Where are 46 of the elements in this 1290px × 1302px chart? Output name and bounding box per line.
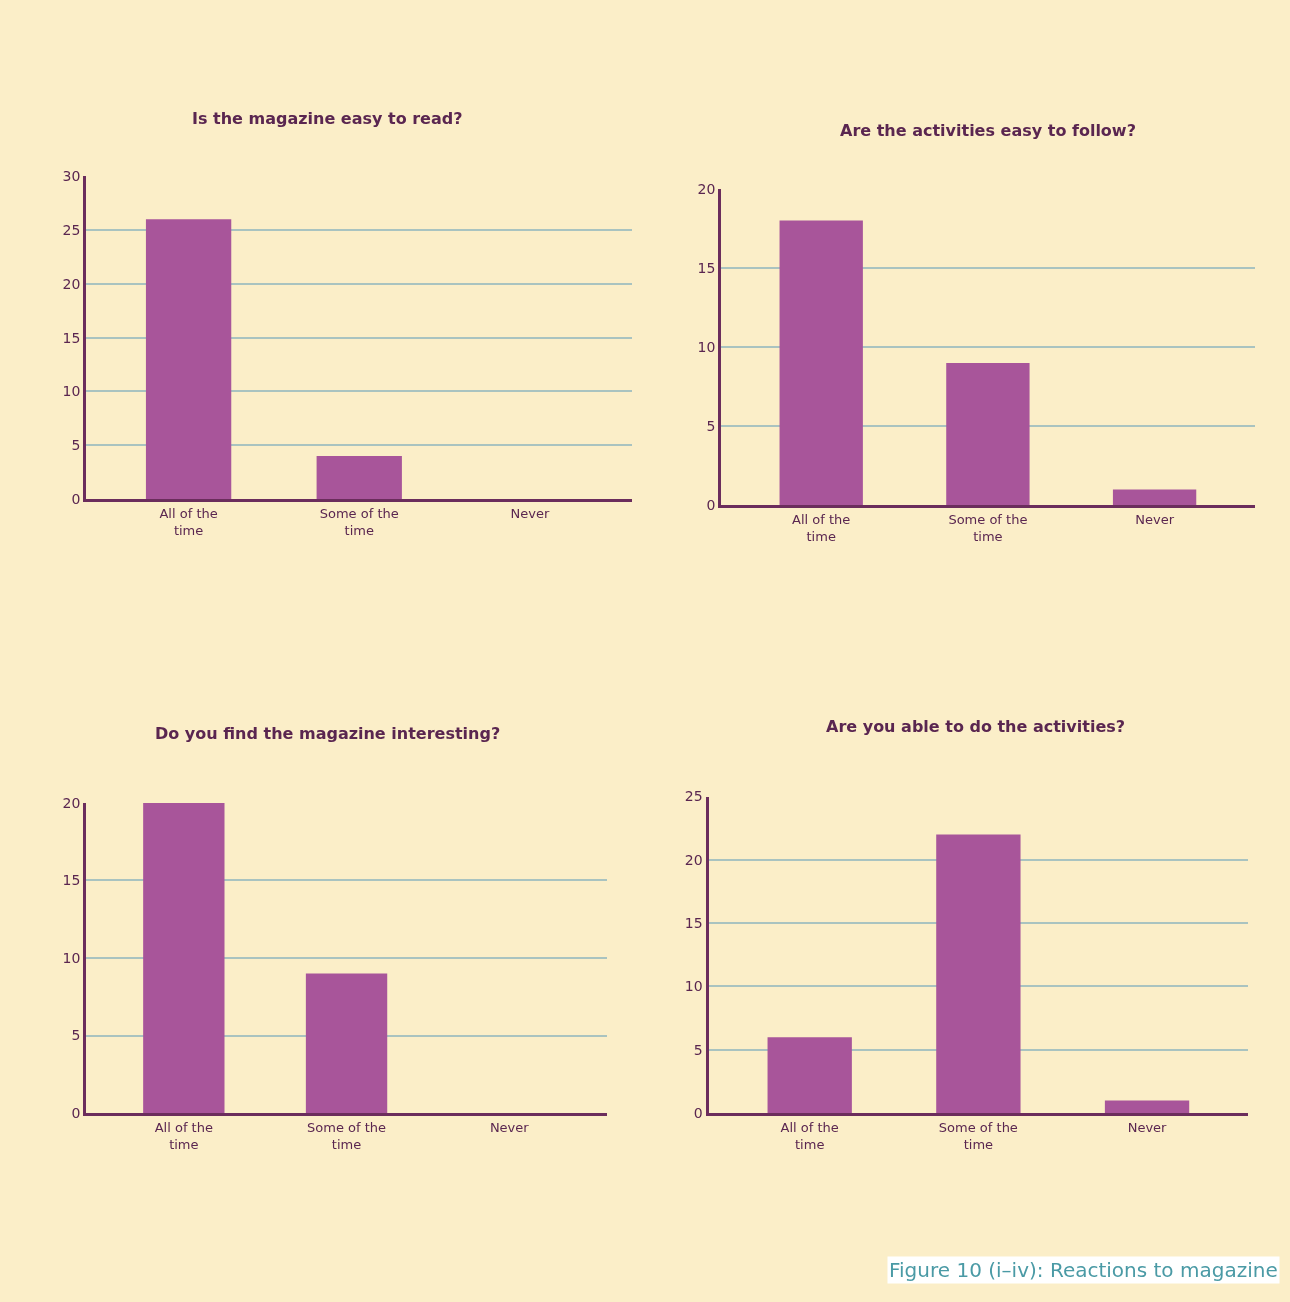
y-tick-label: 15	[684, 915, 703, 932]
y-tick-label: 0	[71, 1104, 81, 1121]
y-tick-label: 15	[697, 259, 716, 276]
x-tick-label: All of the time	[159, 505, 218, 538]
y-tick-label: 30	[62, 168, 81, 185]
bar	[936, 834, 1021, 1114]
caption: Figure 10 (i–iv): Reactions to magazine	[889, 1258, 1278, 1282]
y-tick-label: 5	[71, 1027, 81, 1044]
y-tick-label: 10	[62, 383, 81, 400]
bar	[946, 362, 1030, 506]
x-tick-label: Some of the time	[948, 512, 1028, 544]
y-tick-label: 10	[697, 339, 716, 356]
y-tick-label: 20	[684, 851, 703, 868]
y-tick-label: 25	[62, 221, 81, 238]
x-tick-label: Never	[1135, 512, 1175, 528]
bar	[767, 1037, 852, 1114]
y-tick-label: 20	[697, 180, 716, 197]
bar	[779, 220, 863, 506]
y-tick-label: 5	[693, 1041, 703, 1058]
x-tick-label: Some of the time	[319, 505, 399, 538]
x-tick-label: All of the time	[792, 512, 851, 544]
bar	[1104, 1100, 1190, 1114]
x-tick-label: All of the time	[780, 1119, 839, 1152]
y-tick-label: 5	[71, 437, 81, 454]
y-tick-label: 0	[706, 497, 716, 514]
y-tick-label: 0	[693, 1104, 703, 1121]
chart-title: Are the activities easy to follow?	[840, 121, 1136, 140]
chart-title: Do you find the magazine interesting?	[155, 724, 501, 743]
chart-title: Are you able to do the activities?	[826, 717, 1126, 736]
y-tick-label: 20	[62, 794, 81, 811]
y-tick-label: 25	[684, 788, 703, 805]
y-tick-label: 5	[706, 418, 716, 435]
y-tick-label: 10	[62, 949, 81, 966]
x-tick-label: Some of the time	[938, 1119, 1018, 1152]
y-tick-label: 15	[62, 329, 81, 346]
chart-title: Is the magazine easy to read?	[192, 109, 463, 128]
y-tick-label: 10	[684, 978, 703, 995]
x-tick-label: All of the time	[154, 1119, 213, 1152]
x-tick-label: Never	[489, 1119, 530, 1135]
y-tick-label: 15	[62, 872, 81, 889]
x-tick-label: Never	[1127, 1119, 1168, 1135]
y-tick-label: 20	[62, 275, 81, 292]
x-tick-label: Never	[510, 505, 550, 521]
bar	[1112, 489, 1197, 506]
y-tick-label: 0	[71, 490, 81, 507]
x-tick-label: Some of the time	[307, 1119, 387, 1152]
